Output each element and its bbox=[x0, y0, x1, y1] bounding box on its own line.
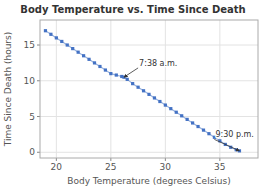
data-point bbox=[109, 72, 112, 75]
data-point bbox=[196, 125, 199, 128]
data-point bbox=[153, 96, 156, 99]
data-point bbox=[104, 68, 107, 71]
data-point bbox=[191, 121, 194, 124]
plot-frame bbox=[40, 20, 258, 158]
y-axis-label: Time Since Death (hours) bbox=[3, 32, 13, 148]
y-tick-label: 0 bbox=[29, 147, 35, 157]
x-grid-line bbox=[56, 20, 57, 158]
data-point bbox=[93, 61, 96, 64]
chart: 20 25 30 35 0 5 10 15 7:38 a.m. 9:30 p.m. Body Tem… bbox=[0, 0, 266, 190]
plot-area bbox=[40, 20, 258, 158]
data-point bbox=[164, 103, 167, 106]
x-tick-label: 20 bbox=[51, 162, 63, 172]
data-point bbox=[71, 47, 74, 50]
data-point bbox=[82, 54, 85, 57]
data-point bbox=[175, 111, 178, 114]
x-grid-line bbox=[110, 20, 111, 158]
data-point bbox=[55, 36, 58, 39]
annotation-arrow bbox=[214, 139, 239, 150]
data-point bbox=[87, 58, 90, 61]
series-line bbox=[45, 31, 239, 151]
y-grid-line bbox=[40, 116, 258, 117]
y-tick-label: 15 bbox=[24, 40, 35, 50]
data-point bbox=[180, 114, 183, 117]
data-point bbox=[186, 118, 189, 121]
x-grid-line bbox=[165, 20, 166, 158]
data-point bbox=[169, 107, 172, 110]
data-point bbox=[126, 78, 129, 81]
data-point bbox=[66, 43, 69, 46]
data-point bbox=[131, 82, 134, 85]
annotation-arrow bbox=[124, 68, 138, 77]
chart-title: Body Temperature vs. Time Since Death bbox=[20, 4, 245, 15]
data-point bbox=[44, 29, 47, 32]
annotation-text: 9:30 p.m. bbox=[215, 130, 253, 139]
y-tick-label: 10 bbox=[24, 76, 36, 86]
data-point bbox=[60, 40, 63, 43]
grid bbox=[40, 20, 258, 158]
y-tick-label: 5 bbox=[29, 112, 35, 122]
data-point bbox=[158, 100, 161, 103]
y-grid-line bbox=[40, 80, 258, 81]
data-group bbox=[44, 29, 241, 152]
annotation-text: 7:38 a.m. bbox=[139, 59, 177, 68]
y-grid-line bbox=[40, 45, 258, 46]
data-point bbox=[207, 132, 210, 135]
x-tick-label: 30 bbox=[160, 162, 172, 172]
y-grid-line bbox=[40, 152, 258, 153]
data-point bbox=[137, 86, 140, 89]
x-axis-label: Body Temperature (degrees Celsius) bbox=[67, 176, 230, 186]
data-point bbox=[115, 73, 118, 76]
data-point bbox=[77, 51, 80, 54]
x-tick-label: 35 bbox=[214, 162, 225, 172]
data-point bbox=[49, 33, 52, 36]
data-point bbox=[147, 93, 150, 96]
x-tick-label: 25 bbox=[105, 162, 116, 172]
data-point bbox=[202, 129, 205, 132]
data-point bbox=[98, 65, 101, 68]
data-point bbox=[142, 89, 145, 92]
